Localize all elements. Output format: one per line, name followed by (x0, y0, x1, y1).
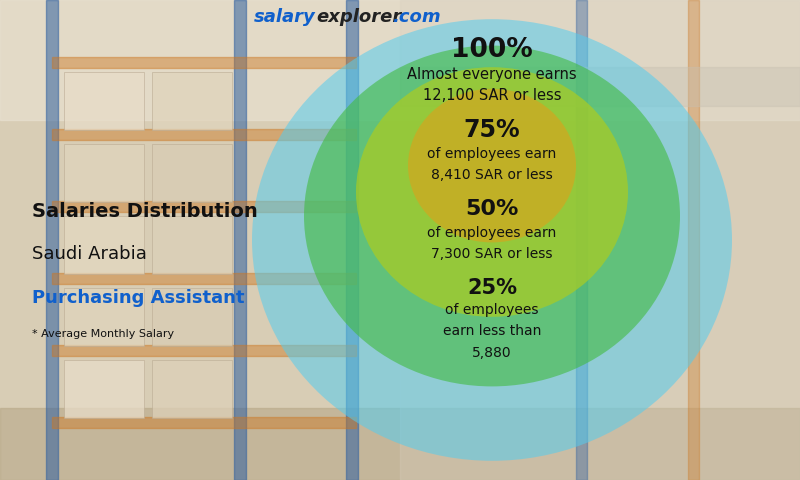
Text: 12,100 SAR or less: 12,100 SAR or less (422, 88, 562, 104)
Text: * Average Monthly Salary: * Average Monthly Salary (32, 329, 174, 338)
Text: explorer: explorer (316, 8, 402, 26)
Bar (64, 288, 144, 346)
Text: 100%: 100% (451, 37, 533, 63)
Bar (152, 72, 232, 130)
Text: Saudi Arabia: Saudi Arabia (32, 245, 147, 264)
Text: of employees earn: of employees earn (427, 146, 557, 161)
Ellipse shape (304, 46, 680, 386)
Bar (152, 360, 232, 418)
Text: 25%: 25% (467, 278, 517, 298)
Ellipse shape (356, 67, 628, 317)
Text: of employees: of employees (446, 302, 538, 317)
Bar (52, 201, 356, 212)
Ellipse shape (252, 19, 732, 461)
Text: Almost everyone earns: Almost everyone earns (407, 67, 577, 82)
Bar (52, 273, 356, 284)
Bar (64, 360, 144, 418)
Bar (346, 0, 358, 480)
Bar (400, 0, 800, 480)
Text: 8,410 SAR or less: 8,410 SAR or less (431, 168, 553, 182)
Text: Salaries Distribution: Salaries Distribution (32, 202, 258, 221)
Text: .com: .com (392, 8, 441, 26)
Bar (152, 216, 232, 274)
Bar (52, 417, 356, 428)
Text: earn less than: earn less than (443, 324, 541, 338)
Bar (64, 72, 144, 130)
Text: Purchasing Assistant: Purchasing Assistant (32, 288, 245, 307)
Bar (0, 408, 800, 480)
Text: salary: salary (254, 8, 316, 26)
Bar (52, 57, 356, 68)
Bar (64, 216, 144, 274)
Text: of employees earn: of employees earn (427, 226, 557, 240)
Bar (576, 0, 587, 480)
Bar (52, 129, 356, 140)
Bar (64, 144, 144, 202)
Bar (400, 67, 800, 106)
Text: 7,300 SAR or less: 7,300 SAR or less (431, 247, 553, 262)
Bar (688, 0, 699, 480)
Ellipse shape (408, 89, 576, 242)
Text: 5,880: 5,880 (472, 346, 512, 360)
Text: 50%: 50% (466, 199, 518, 219)
Bar (152, 144, 232, 202)
Bar (152, 288, 232, 346)
Bar (234, 0, 246, 480)
Text: 75%: 75% (464, 118, 520, 142)
Bar (52, 345, 356, 356)
Bar (0, 0, 800, 120)
Bar (46, 0, 58, 480)
